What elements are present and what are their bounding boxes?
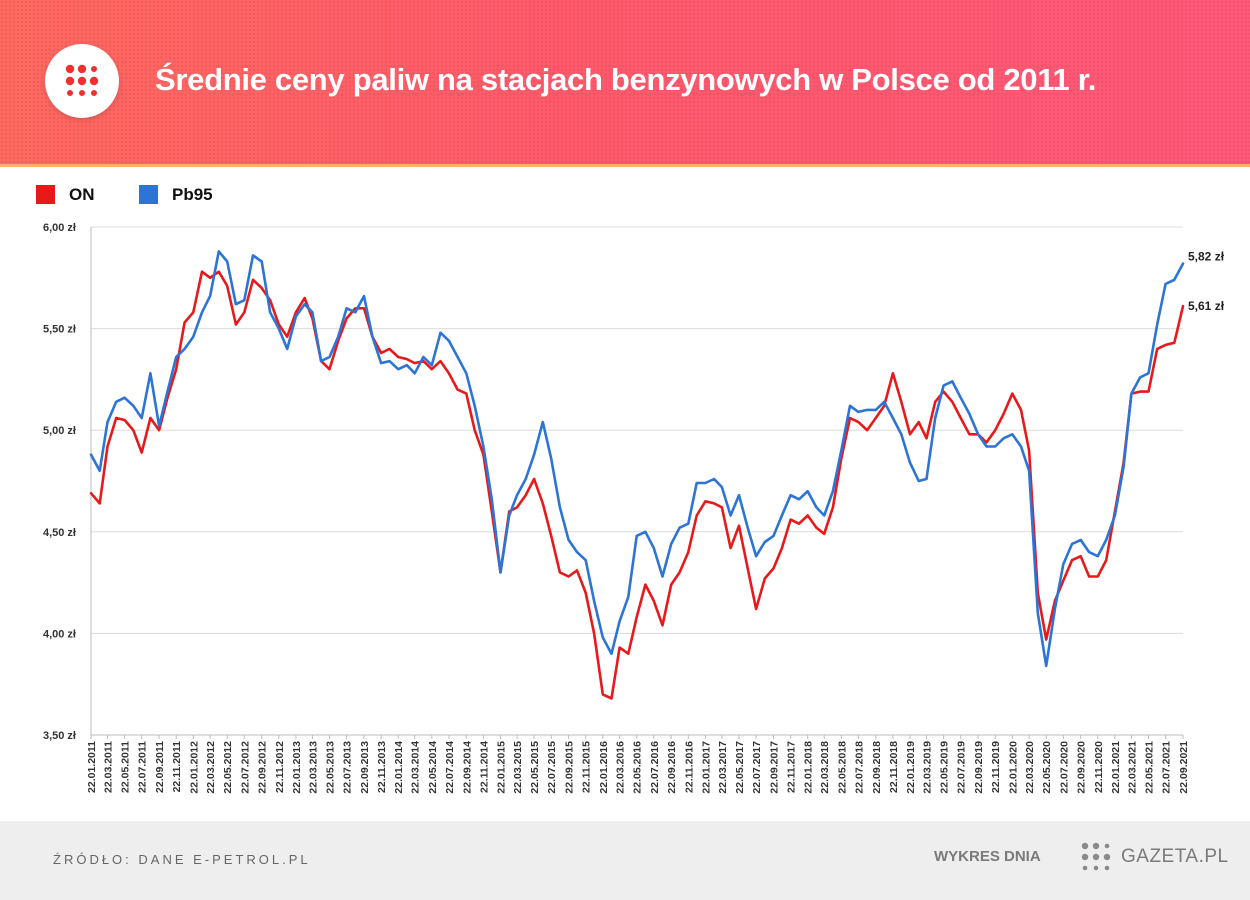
x-tick-label: 22.07.2015	[546, 741, 558, 794]
x-tick-label: 22.03.2016	[615, 741, 627, 794]
x-tick-label: 22.03.2015	[512, 741, 524, 794]
x-tick-label: 22.09.2014	[461, 741, 473, 794]
series-line-on	[89, 270, 1185, 700]
x-tick-label: 22.11.2012	[274, 741, 286, 793]
source-label: ŹRÓDŁO: DANE E-PETROL.PL	[53, 852, 311, 867]
x-tick-label: 22.11.2018	[888, 741, 900, 793]
x-tick-label: 22.07.2011	[137, 741, 149, 793]
x-tick-label: 22.07.2018	[853, 741, 865, 794]
x-tick-label: 22.07.2016	[649, 741, 661, 794]
x-tick-label: 22.03.2014	[410, 741, 422, 794]
x-tick-label: 22.11.2017	[786, 741, 798, 793]
x-tick-label: 22.11.2011	[171, 741, 183, 793]
x-tick-label: 22.11.2020	[1093, 741, 1105, 793]
x-tick-label: 22.11.2016	[683, 741, 695, 793]
x-tick-label: 22.07.2013	[342, 741, 354, 794]
x-tick-label: 22.01.2018	[803, 741, 815, 794]
x-tick-label: 22.09.2018	[871, 741, 883, 794]
x-tick-label: 22.03.2013	[307, 741, 319, 794]
x-tick-label: 22.05.2011	[120, 741, 132, 793]
x-tick-label: 22.01.2017	[700, 741, 712, 794]
end-label-pb95: 5,82 zł	[1188, 250, 1225, 264]
x-tick-label: 22.09.2013	[359, 741, 371, 794]
x-tick-label: 22.11.2014	[478, 741, 490, 793]
x-tick-label: 22.07.2014	[444, 741, 456, 794]
brand-name: GAZETA.PL	[1121, 846, 1229, 867]
x-tick-label: 22.03.2021	[1126, 741, 1138, 794]
x-tick-label: 22.09.2021	[1178, 741, 1190, 794]
x-tick-label: 22.07.2021	[1161, 741, 1173, 794]
line-chart: 3,50 zł 4,00 zł 4,50 zł 5,00 zł 5,50 zł 6,00 …	[43, 222, 1225, 794]
y-tick-label: 4,50 zł	[43, 527, 76, 539]
x-tick-label: 22.05.2014	[427, 741, 439, 794]
y-tick-label: 6,00 zł	[43, 222, 76, 234]
x-tick-label: 22.01.2014	[393, 741, 405, 794]
x-tick-label: 22.01.2011	[86, 741, 98, 793]
x-tick-label: 22.07.2019	[956, 741, 968, 794]
legend-label-on: ON	[69, 185, 95, 204]
x-tick-label: 22.05.2020	[1041, 741, 1053, 794]
x-tick-label: 22.09.2017	[769, 741, 781, 794]
series-line-pb95	[89, 250, 1185, 668]
x-tick-label: 22.03.2012	[205, 741, 217, 794]
gazeta-dots-logo-icon	[65, 64, 99, 96]
x-tick-label: 22.11.2015	[581, 741, 593, 793]
x-tick-label: 22.07.2020	[1058, 741, 1070, 794]
x-tick-label: 22.01.2016	[598, 741, 610, 794]
y-tick-label: 4,00 zł	[43, 628, 76, 640]
x-tick-label: 22.11.2019	[990, 741, 1002, 793]
x-tick-label: 22.05.2017	[734, 741, 746, 794]
x-tick-label: 22.05.2018	[836, 741, 848, 794]
gazeta-dots-icon	[1081, 842, 1111, 871]
x-tick-label: 22.01.2015	[496, 741, 508, 794]
x-tick-label: 22.05.2021	[1144, 741, 1156, 794]
end-label-on: 5,61 zł	[1188, 299, 1225, 313]
x-tick-label: 22.05.2012	[222, 741, 234, 794]
x-tick-label: 22.07.2012	[239, 741, 251, 794]
y-tick-label: 5,50 zł	[43, 324, 76, 336]
x-tick-label: 22.07.2017	[751, 741, 763, 794]
x-tick-label: 22.03.2011	[103, 741, 115, 793]
y-tick-label: 3,50 zł	[43, 730, 76, 742]
header-banner: Średnie ceny paliw na stacjach benzynowy…	[0, 0, 1250, 167]
x-tick-label: 22.09.2020	[1076, 741, 1088, 794]
x-tick-label: 22.11.2013	[376, 741, 388, 793]
y-tick-label: 5,00 zł	[43, 425, 76, 437]
x-tick-label: 22.01.2013	[291, 741, 303, 794]
x-tick-label: 22.01.2020	[1007, 741, 1019, 794]
legend-swatch-on	[36, 185, 55, 204]
x-tick-label: 22.09.2015	[564, 741, 576, 794]
x-tick-label: 22.09.2016	[666, 741, 678, 794]
x-tick-label: 22.03.2020	[1024, 741, 1036, 794]
legend-label-pb95: Pb95	[172, 185, 213, 204]
footer: ŹRÓDŁO: DANE E-PETROL.PL WYKRES DNIA GAZ…	[0, 821, 1250, 900]
x-tick-label: 22.09.2019	[973, 741, 985, 794]
x-tick-label: 22.09.2012	[257, 741, 269, 794]
legend-swatch-pb95	[139, 185, 158, 204]
x-tick-label: 22.05.2015	[529, 741, 541, 794]
x-tick-label: 22.01.2021	[1110, 741, 1122, 794]
x-tick-label: 22.05.2016	[632, 741, 644, 794]
x-tick-label: 22.03.2017	[717, 741, 729, 794]
x-tick-label: 22.01.2019	[905, 741, 917, 794]
gazeta-logo	[45, 44, 119, 118]
x-tick-label: 22.05.2013	[325, 741, 337, 794]
x-tick-label: 22.01.2012	[188, 741, 200, 794]
header-texture	[0, 0, 1250, 164]
x-tick-label: 22.03.2019	[922, 741, 934, 794]
x-tick-label: 22.05.2019	[939, 741, 951, 794]
x-tick-label: 22.09.2011	[154, 741, 166, 793]
x-tick-label: 22.03.2018	[819, 741, 831, 794]
chart-title: Średnie ceny paliw na stacjach benzynowy…	[155, 62, 1097, 97]
wykres-dnia-label: WYKRES DNIA	[934, 848, 1041, 865]
